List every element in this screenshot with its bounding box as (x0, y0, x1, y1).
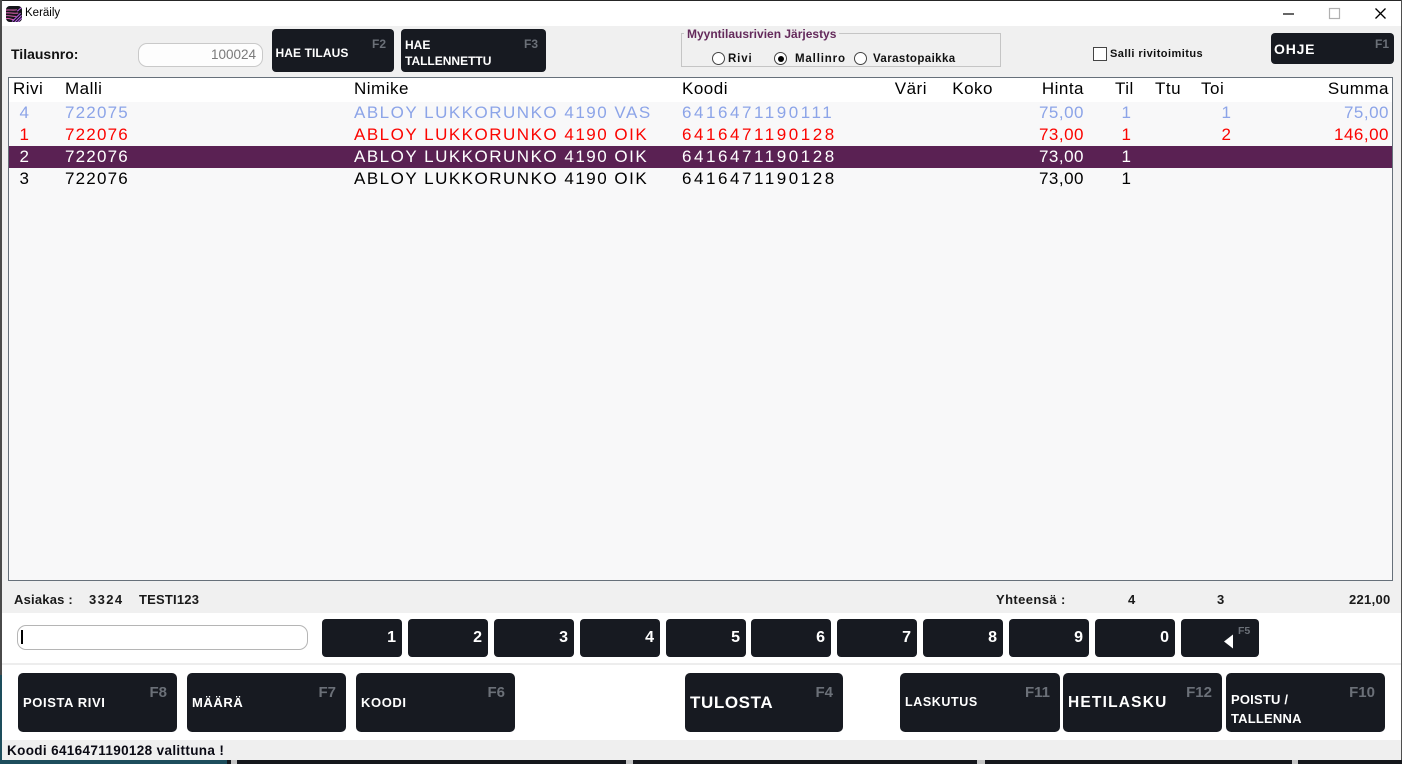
svg-text:F5: F5 (1238, 625, 1250, 637)
